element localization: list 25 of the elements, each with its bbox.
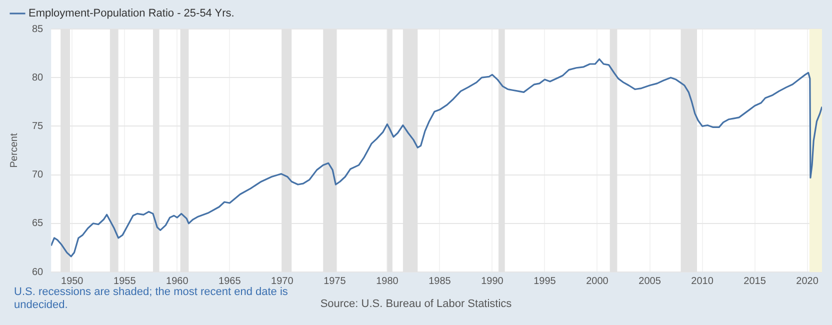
x-tick-label: 1955 (114, 276, 136, 287)
y-tick-label: 65 (32, 218, 44, 230)
y-tick-label: 75 (32, 120, 44, 132)
x-tick-label: 1960 (166, 276, 189, 287)
y-tick-label: 60 (32, 266, 44, 278)
x-tick-label: 1965 (218, 276, 242, 287)
x-tick-label: 2015 (744, 276, 766, 287)
x-tick-label: 2000 (586, 276, 609, 287)
x-tick-label: 2020 (796, 276, 819, 287)
x-tick-label: 1985 (428, 276, 452, 287)
x-tick-label: 2005 (638, 276, 662, 287)
legend-label: Employment-Population Ratio - 25-54 Yrs. (28, 8, 234, 20)
x-tick-label: 1975 (324, 276, 346, 287)
x-tick-label: 1980 (376, 276, 399, 287)
source-note: Source: U.S. Bureau of Labor Statistics (319, 298, 513, 311)
x-tick-label: 1990 (481, 276, 504, 287)
y-tick-label: 70 (32, 170, 44, 181)
y-axis-title: Percent (8, 133, 20, 168)
x-tick-label: 1950 (61, 276, 84, 287)
x-tick-label: 1970 (271, 276, 294, 287)
x-tick-label: 1995 (534, 276, 556, 287)
y-tick-label: 80 (32, 72, 44, 84)
y-tick-label: 85 (32, 24, 44, 35)
text: U.S. recessions are shaded; the most recent end date is undecided. (14, 286, 289, 312)
x-tick-label: 2010 (691, 276, 714, 287)
